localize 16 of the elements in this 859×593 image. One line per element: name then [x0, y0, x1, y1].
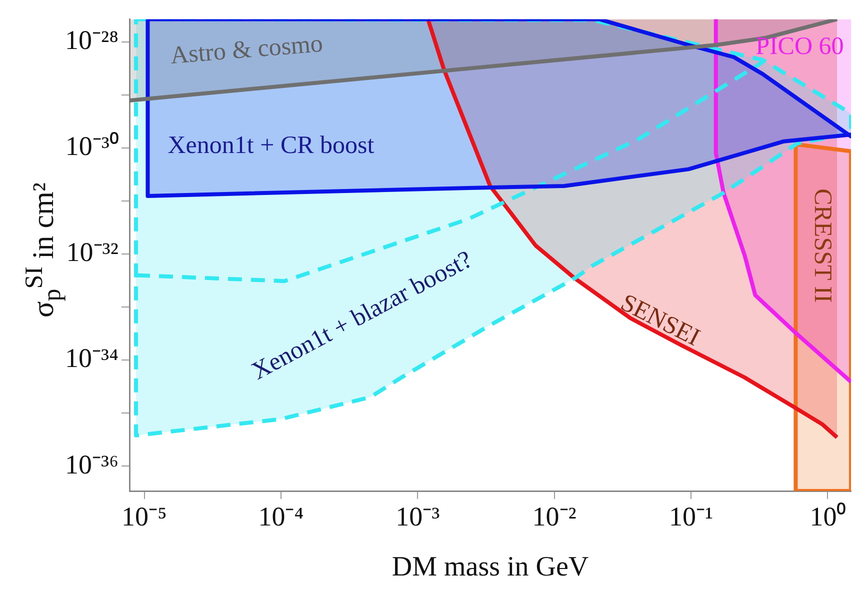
- series-label: CRESST II: [808, 188, 836, 303]
- series-label: PICO 60: [756, 33, 844, 60]
- series-label: Astro & cosmo: [169, 30, 324, 70]
- x-axis-title: DM mass in GeV: [392, 552, 589, 583]
- x-tick-label: 10⁰: [810, 501, 846, 532]
- x-tick-label: 10⁻²: [532, 501, 576, 532]
- series-label: Xenon1t + CR boost: [168, 132, 374, 160]
- y-tick-label: 10⁻³⁴: [64, 343, 119, 374]
- x-tick-label: 10⁻³: [396, 501, 440, 532]
- x-tick-label: 10⁻⁵: [122, 501, 167, 532]
- y-tick-label: 10⁻³⁰: [65, 131, 119, 162]
- x-tick-label: 10⁻¹: [668, 501, 714, 532]
- y-tick-label: 10⁻³²: [66, 237, 119, 268]
- y-tick-label: 10⁻²⁸: [64, 25, 119, 56]
- y-tick-label: 10⁻³⁶: [64, 449, 119, 480]
- x-tick-label: 10⁻⁴: [258, 501, 304, 532]
